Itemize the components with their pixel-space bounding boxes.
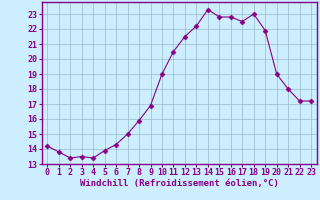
X-axis label: Windchill (Refroidissement éolien,°C): Windchill (Refroidissement éolien,°C) — [80, 179, 279, 188]
